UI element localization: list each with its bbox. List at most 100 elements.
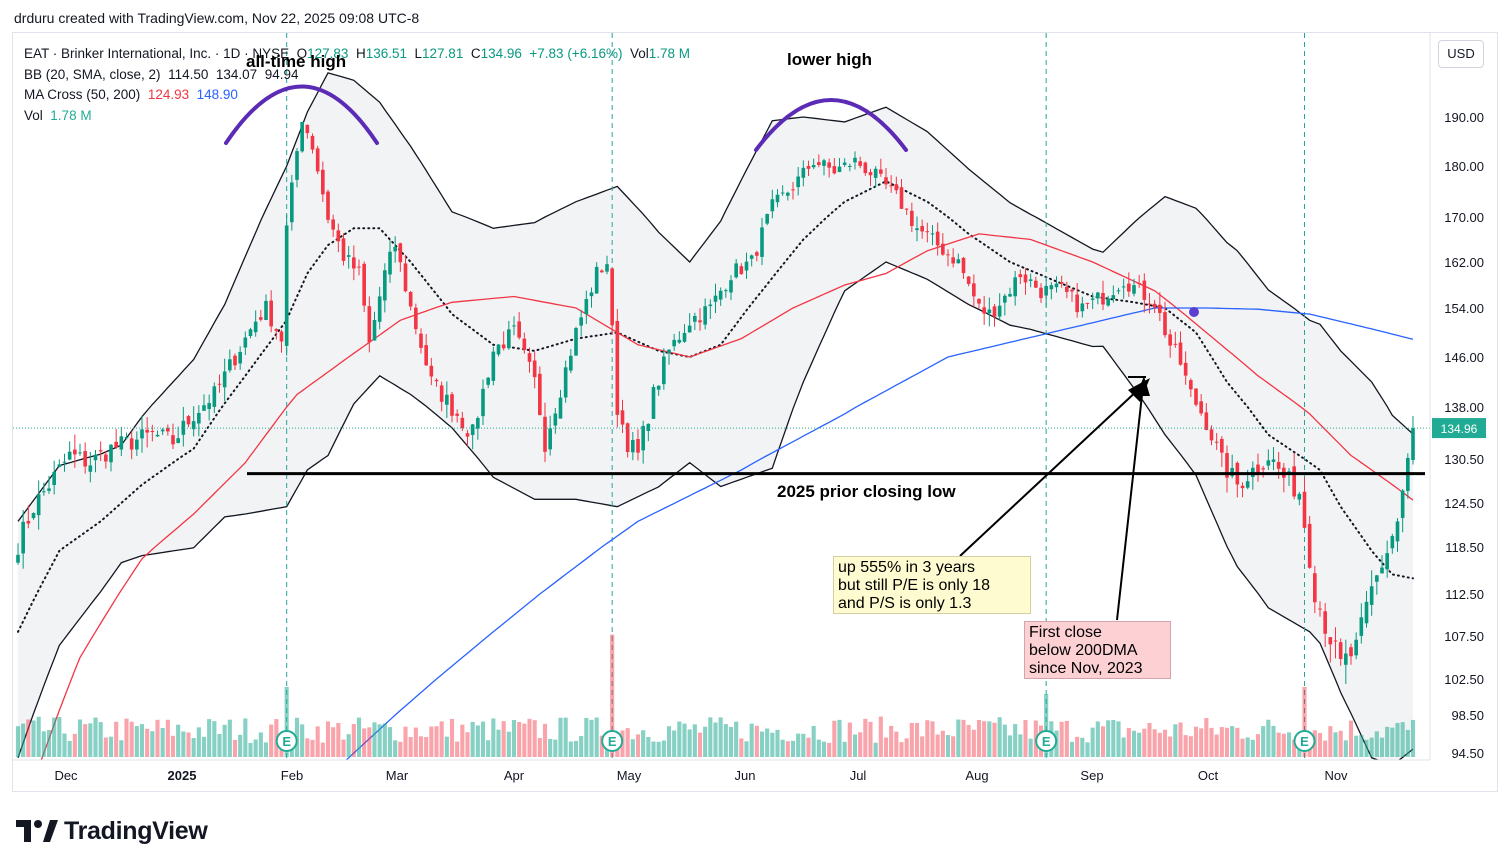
price-tick-label: 138.00 <box>1444 400 1484 415</box>
volume-bar <box>1250 739 1255 757</box>
volume-bar <box>863 718 868 757</box>
candle <box>1075 294 1079 313</box>
time-tick-label: Sep <box>1080 768 1103 783</box>
symbol-row[interactable]: EAT · Brinker International, Inc. · 1D ·… <box>24 44 690 65</box>
time-tick-label: Apr <box>504 768 525 783</box>
volume-bar <box>811 725 816 757</box>
candle <box>346 255 351 257</box>
volume-bar <box>1390 727 1395 757</box>
volume-bar <box>672 730 677 757</box>
vol-legend-row[interactable]: Vol 1.78 M <box>24 106 690 127</box>
volume-bar <box>1095 721 1100 757</box>
candle <box>620 410 625 425</box>
candle <box>641 425 645 451</box>
volume-bar <box>651 741 656 757</box>
volume-bar <box>852 734 858 757</box>
volume-bar <box>558 717 563 757</box>
volume-bar <box>894 731 899 757</box>
candle <box>336 230 341 242</box>
chart-credit: drduru created with TradingView.com, Nov… <box>14 10 420 26</box>
candle <box>786 192 790 196</box>
volume-bar <box>88 723 93 757</box>
candle <box>817 162 821 165</box>
volume-bar <box>548 738 553 757</box>
candle <box>1142 280 1147 300</box>
candle <box>1147 303 1152 305</box>
candle <box>73 449 77 455</box>
candle <box>806 166 811 169</box>
candle <box>419 333 423 348</box>
ma-legend-row[interactable]: MA Cross (50, 200) 124.93 148.90 <box>24 85 690 106</box>
candle <box>636 439 640 453</box>
candle <box>827 162 831 168</box>
volume-bar <box>1131 730 1137 757</box>
candle <box>563 367 568 398</box>
volume-bar <box>697 732 703 757</box>
candle <box>687 325 692 333</box>
volume-bar <box>573 740 579 757</box>
volume-bar <box>511 719 517 757</box>
volume-bar <box>449 718 455 757</box>
tradingview-logo[interactable]: TradingView <box>16 817 208 845</box>
volume-bar <box>170 735 176 757</box>
volume-bar <box>889 725 894 757</box>
volume-bar <box>656 741 661 757</box>
volume-bar <box>677 721 682 757</box>
candle <box>1158 304 1162 313</box>
volume-bar <box>687 729 692 757</box>
volume-bar <box>424 737 429 757</box>
volume-bar <box>403 726 408 757</box>
volume-bar <box>754 725 759 757</box>
volume-bar <box>300 724 305 757</box>
volume-bar <box>827 742 832 757</box>
volume-bar <box>506 731 511 757</box>
time-tick-label: Feb <box>281 768 303 783</box>
volume-bar <box>930 721 935 757</box>
candle <box>150 431 155 433</box>
price-tick-label: 170.00 <box>1444 210 1484 225</box>
candle <box>946 254 950 256</box>
volume-bar <box>1157 732 1162 757</box>
volume-bar <box>393 740 398 757</box>
candle <box>429 365 434 377</box>
candle <box>1380 567 1384 574</box>
earnings-marker-label-2: E <box>608 734 617 749</box>
candle <box>393 246 397 252</box>
candle <box>1261 468 1265 470</box>
volume-bar <box>212 721 217 757</box>
candle <box>491 351 496 381</box>
volume-bar <box>832 720 837 757</box>
bb-legend-row[interactable]: BB (20, SMA, close, 2) 114.50 134.07 94.… <box>24 65 690 86</box>
price-tick-label: 162.00 <box>1444 255 1484 270</box>
volume-bar <box>217 734 222 757</box>
volume-bar <box>759 731 765 757</box>
volume-bar <box>579 736 584 757</box>
currency-button[interactable]: USD <box>1438 40 1484 68</box>
volume-bar <box>1281 733 1286 757</box>
volume-bar <box>227 719 232 757</box>
volume-bar <box>1168 736 1173 757</box>
200dma-note: First close below 200DMA since Nov, 2023 <box>1024 621 1171 679</box>
candle <box>460 417 465 429</box>
volume-bar <box>263 742 269 757</box>
volume-bar <box>67 740 72 757</box>
volume-bar <box>1193 726 1199 757</box>
volume-bar <box>1230 726 1235 757</box>
candle <box>837 166 842 173</box>
volume-bar <box>1116 721 1121 757</box>
volume-bar <box>641 730 646 757</box>
time-tick-label: Dec <box>54 768 78 783</box>
volume-bar <box>594 717 599 757</box>
candle <box>1318 608 1322 610</box>
volume-bar <box>501 721 506 757</box>
candle <box>145 429 149 433</box>
volume-bar <box>584 717 589 757</box>
volume-bar <box>98 722 103 757</box>
volume-bar <box>382 723 387 757</box>
candle <box>284 225 289 346</box>
candle <box>1328 637 1333 645</box>
candle <box>486 377 490 385</box>
price-tick-label: 112.50 <box>1445 587 1484 602</box>
candle <box>656 385 661 390</box>
